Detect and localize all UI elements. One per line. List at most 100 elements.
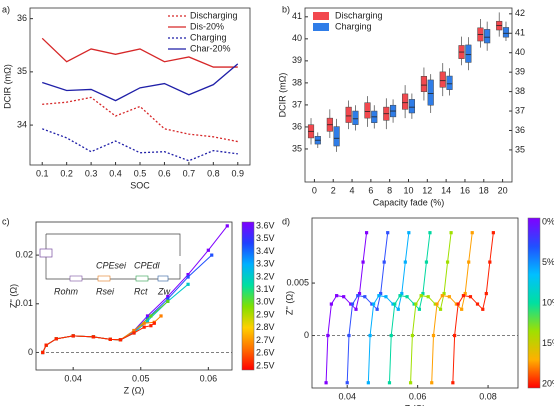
y-tick-label: 36 [292, 121, 302, 131]
marker [354, 307, 358, 311]
x-tick-label: 0.08 [479, 391, 497, 401]
y-axis-label: Z'' (Ω) [8, 284, 18, 308]
marker [145, 319, 150, 323]
x-tick-label: 0.05 [132, 373, 150, 383]
marker [426, 295, 430, 299]
x-tick-label: 16 [460, 185, 470, 195]
y-tick-label: 38 [292, 77, 302, 87]
y-tick-label: 39 [292, 55, 302, 65]
x-tick-label: 8 [387, 185, 392, 195]
marker [132, 331, 136, 335]
y-axis-label: DCIR (mΩ) [277, 73, 287, 118]
panel-label: a) [2, 4, 10, 14]
marker [463, 291, 467, 296]
colorbar-label: 3.4V [256, 246, 275, 256]
marker [456, 302, 460, 306]
marker [210, 253, 214, 257]
box [333, 126, 340, 147]
marker [345, 381, 349, 385]
marker [428, 231, 432, 235]
marker [186, 275, 190, 279]
marker [118, 338, 123, 342]
x-tick-label: 10 [403, 185, 413, 195]
circuit-label: CPEsei [96, 260, 127, 270]
box [439, 71, 446, 88]
colorbar-label: 2.8V [256, 322, 275, 332]
colorbar-label: 2.6V [256, 348, 275, 358]
marker [324, 381, 328, 385]
series-line [410, 232, 452, 383]
y-tick-label: 0.01 [15, 298, 33, 308]
x-tick-label: 0.8 [207, 168, 220, 178]
x-tick-label: 0.04 [338, 391, 356, 401]
series-line [367, 232, 410, 383]
marker [442, 291, 446, 296]
circuit-element [157, 275, 169, 282]
marker [44, 343, 48, 347]
legend-label: Charging [190, 32, 227, 42]
marker [142, 325, 146, 329]
circuit-element [97, 275, 111, 282]
marker [368, 333, 372, 338]
y2-tick-label: 42 [515, 8, 525, 18]
marker [347, 333, 351, 338]
x-tick-label: 14 [441, 185, 451, 195]
x-tick-label: 0 [312, 185, 317, 195]
y2-tick-label: 41 [515, 28, 525, 38]
marker [417, 307, 422, 311]
marker [431, 333, 436, 338]
marker [398, 294, 402, 298]
panel-label: d) [282, 216, 290, 226]
marker [356, 294, 360, 298]
marker [453, 333, 457, 338]
marker [430, 381, 434, 385]
y-axis-label: DCIR (mΩ) [2, 64, 12, 109]
marker [447, 295, 451, 299]
y-tick-label: 34 [17, 119, 27, 129]
y-axis-label: Z'' (Ω) [284, 291, 294, 315]
box [465, 44, 472, 63]
plot-frame [304, 7, 513, 183]
marker [108, 337, 112, 341]
marker [393, 302, 397, 306]
circuit-label: Rct [134, 286, 148, 296]
marker [435, 302, 439, 306]
marker [421, 291, 425, 296]
marker [410, 333, 414, 338]
colorbar-label: 15% [542, 338, 554, 348]
marker [91, 335, 96, 339]
marker [389, 333, 393, 338]
legend-swatch [313, 23, 329, 31]
battery [39, 248, 53, 258]
box [484, 29, 491, 44]
marker [142, 321, 146, 325]
marker [375, 307, 379, 311]
marker [166, 297, 170, 301]
marker [377, 294, 381, 298]
x-tick-label: 0.6 [158, 168, 171, 178]
series-line [41, 128, 238, 162]
marker [335, 294, 339, 298]
x-tick-label: 2 [331, 185, 336, 195]
x-tick-label: 0.9 [232, 168, 245, 178]
x-tick-label: 4 [350, 185, 355, 195]
marker [186, 272, 190, 277]
marker [132, 328, 136, 333]
colorbar-label: 3.2V [256, 271, 275, 281]
y-tick-label: 41 [292, 11, 302, 21]
marker [363, 295, 367, 299]
marker [357, 291, 362, 296]
box [408, 99, 415, 114]
marker [225, 224, 229, 228]
circuit-label: Rsei [96, 286, 115, 296]
marker [400, 291, 404, 296]
series-line [431, 232, 473, 383]
x-tick-label: 20 [498, 185, 508, 195]
marker [438, 307, 443, 311]
marker [166, 299, 170, 303]
colorbar-label: 5% [542, 257, 554, 267]
marker [475, 302, 480, 306]
colorbar [241, 221, 255, 371]
plot-frame [29, 7, 251, 166]
